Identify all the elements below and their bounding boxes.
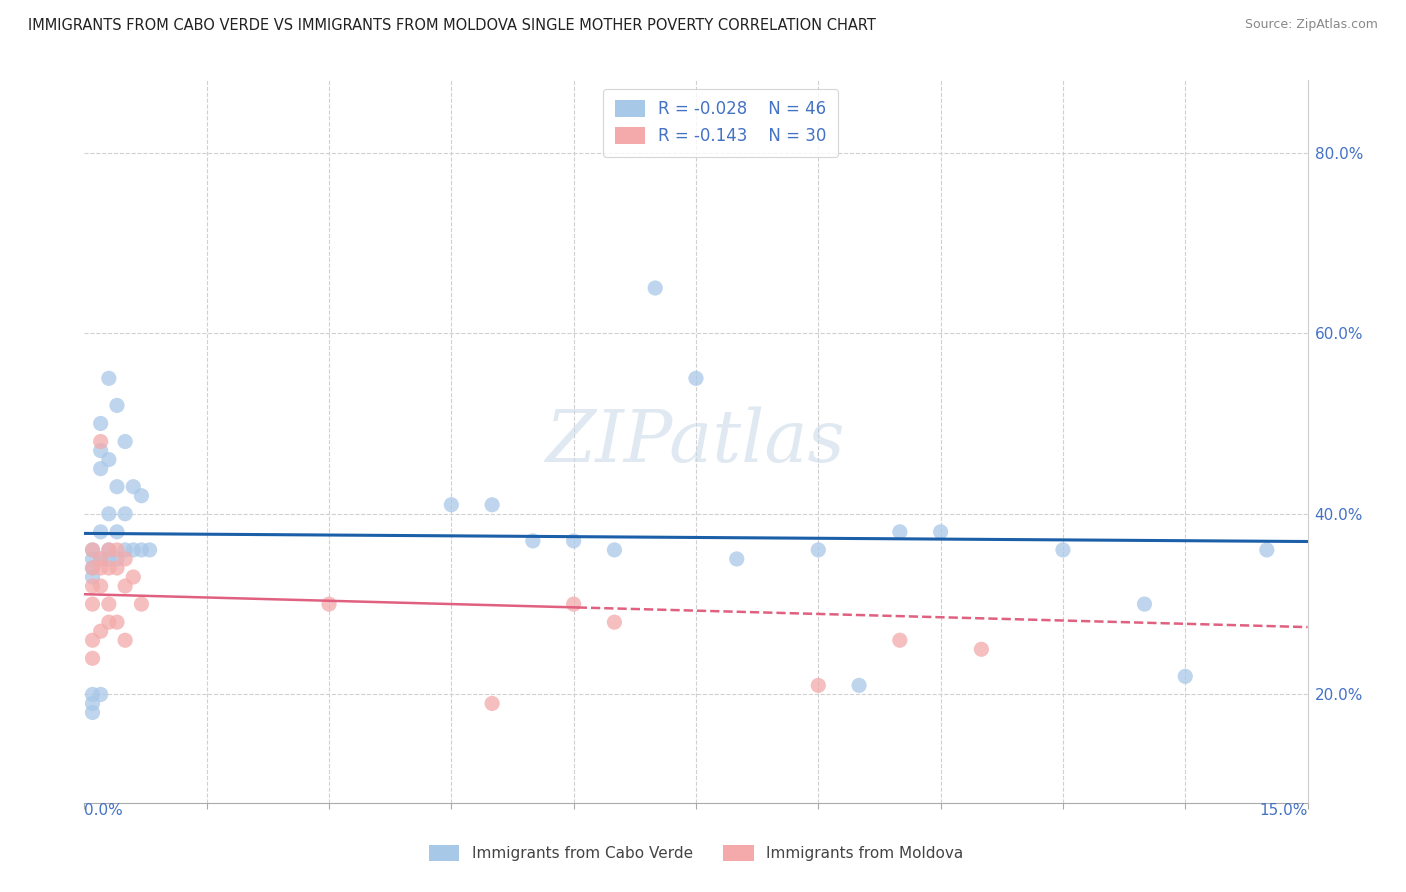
Point [562, 533, 585, 548]
Point [82, 542, 104, 557]
Point [97, 561, 120, 575]
Text: 0.0%: 0.0% [84, 803, 124, 818]
Point [131, 489, 153, 503]
Point [105, 561, 128, 575]
Point [90, 579, 112, 593]
Point [82, 651, 104, 665]
Point [114, 552, 136, 566]
Point [97, 507, 120, 521]
Legend: Immigrants from Cabo Verde, Immigrants from Moldova: Immigrants from Cabo Verde, Immigrants f… [423, 839, 969, 867]
Point [522, 533, 544, 548]
Point [138, 542, 160, 557]
Point [90, 552, 112, 566]
Point [562, 597, 585, 611]
Point [105, 542, 128, 557]
Point [685, 371, 707, 385]
Point [90, 624, 112, 639]
Point [1174, 669, 1197, 683]
Point [90, 687, 112, 701]
Point [122, 480, 145, 494]
Point [82, 579, 104, 593]
Point [889, 633, 911, 648]
Text: IMMIGRANTS FROM CABO VERDE VS IMMIGRANTS FROM MOLDOVA SINGLE MOTHER POVERTY CORR: IMMIGRANTS FROM CABO VERDE VS IMMIGRANTS… [28, 18, 876, 33]
Point [97, 542, 120, 557]
Point [481, 498, 503, 512]
Point [929, 524, 952, 539]
Point [131, 542, 153, 557]
Point [848, 678, 870, 692]
Point [114, 507, 136, 521]
Point [889, 524, 911, 539]
Point [807, 542, 830, 557]
Point [82, 706, 104, 720]
Point [82, 697, 104, 711]
Point [97, 452, 120, 467]
Point [97, 371, 120, 385]
Point [82, 687, 104, 701]
Point [97, 615, 120, 630]
Text: 15.0%: 15.0% [1260, 803, 1308, 818]
Point [122, 570, 145, 584]
Text: ZIPatlas: ZIPatlas [546, 406, 846, 477]
Point [90, 443, 112, 458]
Point [318, 597, 340, 611]
Point [1133, 597, 1156, 611]
Point [481, 697, 503, 711]
Point [603, 615, 626, 630]
Point [122, 542, 145, 557]
Point [1052, 542, 1074, 557]
Point [970, 642, 993, 657]
Text: Source: ZipAtlas.com: Source: ZipAtlas.com [1244, 18, 1378, 31]
Point [90, 524, 112, 539]
Point [105, 480, 128, 494]
Point [114, 579, 136, 593]
Point [90, 461, 112, 475]
Point [82, 561, 104, 575]
Point [82, 561, 104, 575]
Point [807, 678, 830, 692]
Point [90, 417, 112, 431]
Point [105, 552, 128, 566]
Point [105, 524, 128, 539]
Point [82, 570, 104, 584]
Point [82, 633, 104, 648]
Point [603, 542, 626, 557]
Point [97, 552, 120, 566]
Point [725, 552, 748, 566]
Point [97, 542, 120, 557]
Point [90, 434, 112, 449]
Point [105, 398, 128, 412]
Point [114, 633, 136, 648]
Point [90, 552, 112, 566]
Point [90, 561, 112, 575]
Point [82, 542, 104, 557]
Point [82, 552, 104, 566]
Point [114, 434, 136, 449]
Point [114, 542, 136, 557]
Point [82, 597, 104, 611]
Point [131, 597, 153, 611]
Point [644, 281, 666, 295]
Point [97, 597, 120, 611]
Point [440, 498, 463, 512]
Point [1256, 542, 1278, 557]
Point [105, 615, 128, 630]
